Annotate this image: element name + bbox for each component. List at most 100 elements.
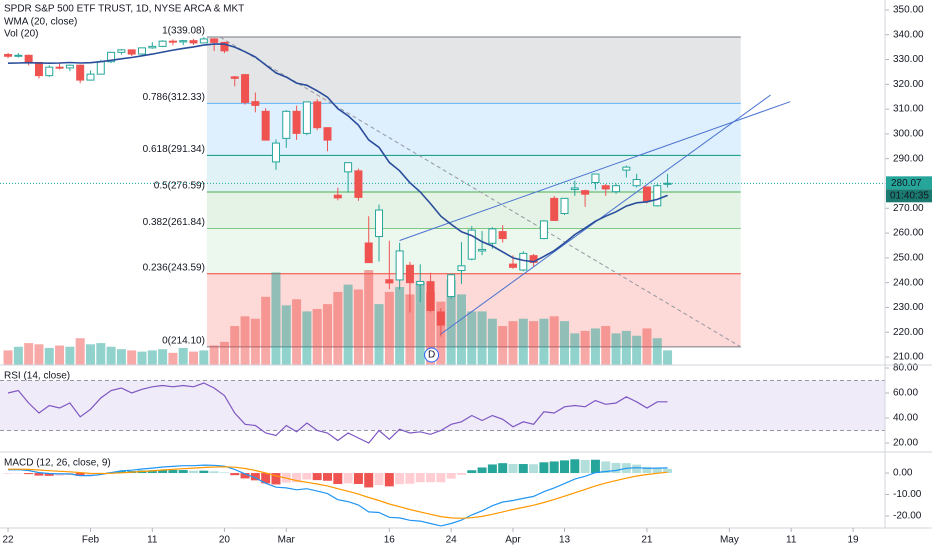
candle-body [550,197,559,221]
macd-histogram-bar [374,473,384,486]
volume-bar [642,328,652,365]
macd-line [7,464,668,527]
macd-histogram-bar [271,473,281,485]
y-tick-label: 320.00 [893,79,924,90]
volume-bar [44,347,54,365]
candle-body [591,173,600,183]
panel-title: RSI (14, close) [4,371,70,382]
x-tick-label: May [720,535,739,546]
volume-bar [601,326,611,365]
y-tick-label: 300.00 [893,129,924,140]
candle-body [508,263,517,268]
candle-body [55,66,64,69]
volume-bar [364,270,374,365]
x-tick-label: 20 [219,535,231,546]
x-tick-label: 16 [384,535,396,546]
candle-body [127,49,136,55]
volume-bar [456,294,466,365]
volume-bar [168,352,178,365]
candle-body [199,38,208,44]
candle-body [45,66,54,77]
macd-histogram-bar [24,473,34,475]
candle-body [251,101,260,106]
candle-body [210,38,219,43]
macd-histogram-bar [560,460,570,474]
macd-histogram-bar [85,473,95,476]
volume-bar [209,345,219,365]
volume-bar [477,311,487,365]
volume-bar [312,308,322,365]
macd-histogram-bar [539,462,549,474]
macd-histogram-bar [580,459,590,474]
candle-body [395,250,404,281]
volume-bar [539,318,549,365]
candle-body [261,110,270,141]
volume-bar [178,347,188,365]
candle-body [220,41,229,52]
volume-bar [96,343,106,365]
macd-histogram-bar [219,472,229,474]
candle-body [632,179,641,187]
volume-bar [663,350,673,365]
candle-body [241,74,250,103]
candle-body [96,61,105,75]
chart-title: SPDR S&P 500 ETF TRUST, 1D, NYSE ARCA & … [4,4,244,15]
wma-line [7,43,668,263]
y-tick-label: 20.00 [893,438,918,449]
fib-zone [206,191,741,229]
volume-bar [240,316,250,365]
candle-body [426,281,435,311]
fib-label: 0.786(312.33) [143,92,205,103]
x-tick-label: Mar [278,535,296,546]
macd-histogram-bar [384,473,394,487]
x-tick-label: 11 [786,535,797,546]
macd-histogram-bar [34,473,44,476]
x-tick-label: 24 [446,535,458,546]
volume-bar [281,305,291,365]
trend-line [220,36,741,348]
volume-bar [529,321,539,365]
macd-histogram-bar [209,471,219,474]
candle-body [168,40,177,43]
volume-bar [333,291,343,365]
macd-histogram-bar [415,473,425,483]
volume-bar [580,330,590,365]
volume-bar [395,287,405,365]
countdown-box [886,189,932,203]
candle-body [4,54,13,57]
macd-histogram-bar [240,473,250,479]
macd-histogram-bar [487,464,497,474]
fib-label: 0.382(261.84) [143,217,205,228]
volume-bar [426,291,436,365]
macd-histogram-bar [436,473,446,483]
candle-body [663,182,672,185]
macd-histogram-bar [477,467,487,474]
volume-bar [446,279,456,365]
volume-bar [652,338,662,365]
volume-bar [106,346,116,365]
macd-histogram-bar [395,473,405,485]
candle-body [436,311,445,326]
countdown-label: 01:40:35 [890,190,929,201]
candle-body [364,242,373,264]
candle-body [581,190,590,195]
rsi-band [0,380,885,431]
macd-histogram-bar [333,473,343,484]
macd-histogram-bar [3,473,13,474]
macd-histogram-bar [199,470,209,474]
panel-title: MACD (12, 26, close, 9) [4,458,111,469]
volume-bar [75,338,85,365]
fib-label: 0.236(243.59) [143,262,205,273]
volume-bar [261,296,271,365]
volume-bar [322,304,332,365]
candle-body [457,265,466,272]
last-price-box [886,176,932,190]
volume-bar [343,284,353,365]
volume-bar [353,289,363,365]
macd-histogram-bar [230,473,240,476]
candle-body [76,64,85,81]
macd-histogram-bar [601,461,611,474]
candle-body [65,64,74,69]
volume-bar [518,318,528,365]
candle-body [333,194,342,199]
